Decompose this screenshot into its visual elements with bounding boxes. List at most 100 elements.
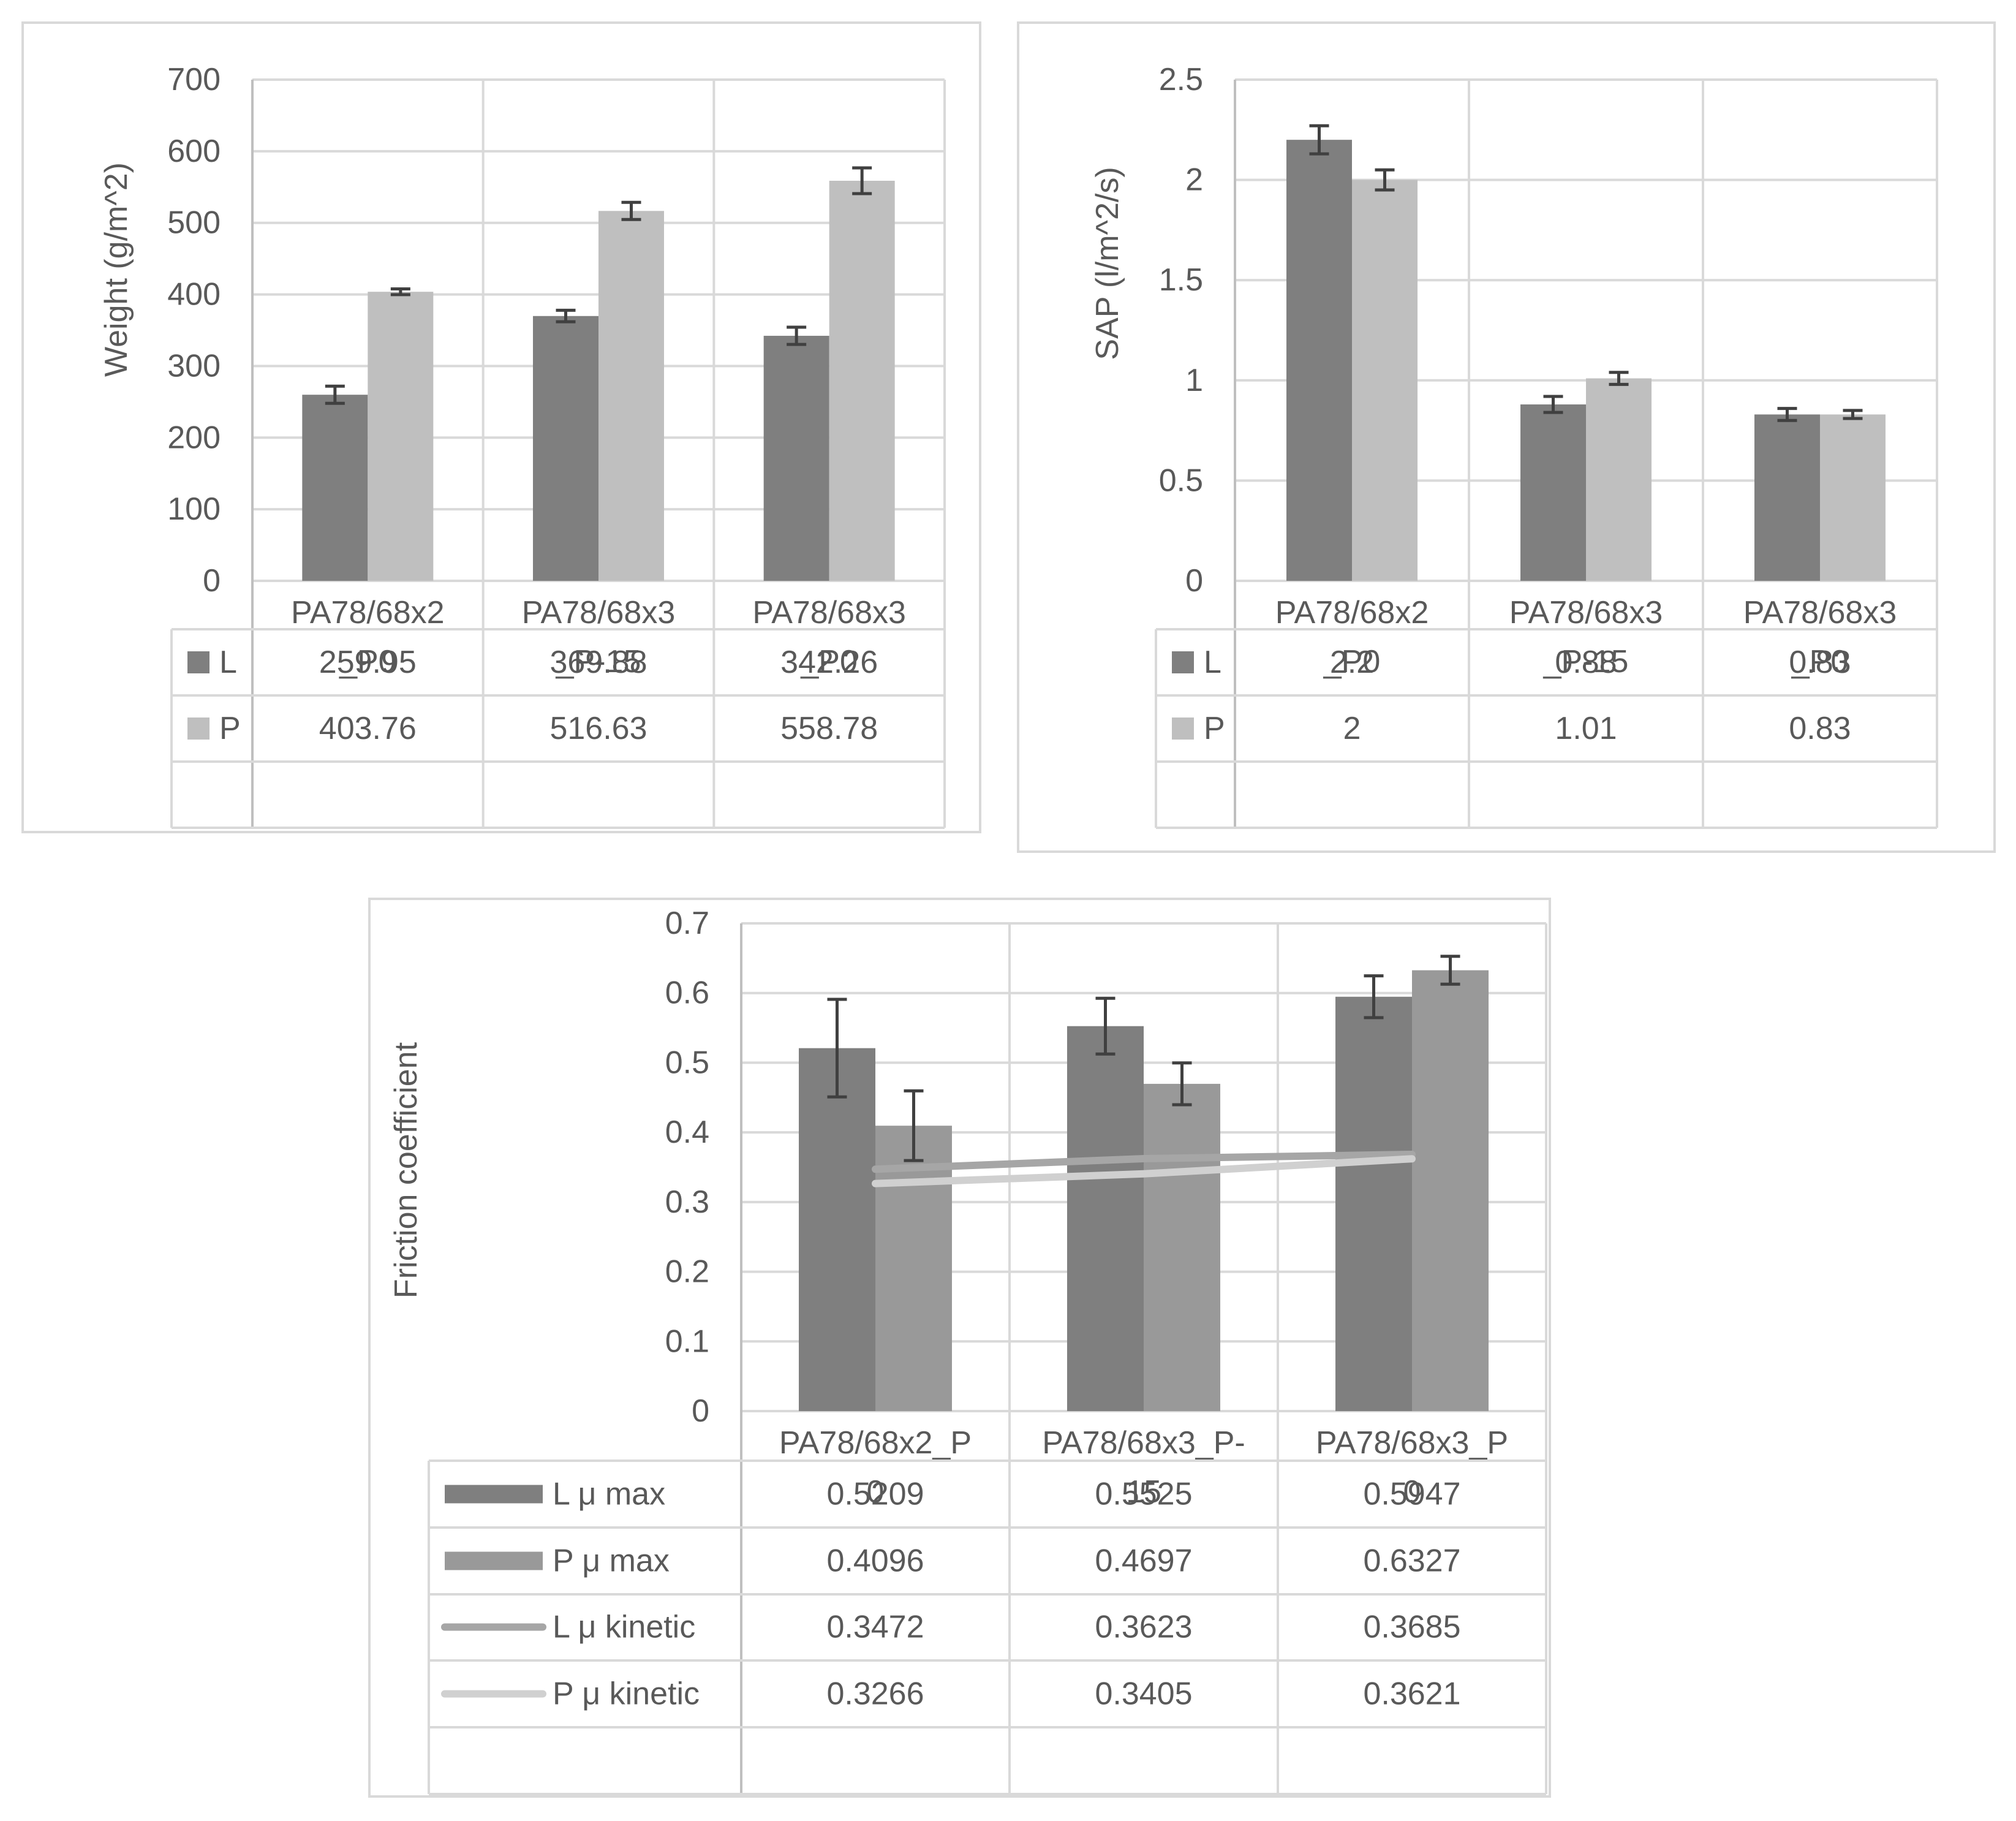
category-label: PA78/68x3 [1743,595,1897,630]
table-value: 0.83 [1789,711,1851,746]
category-label: _P0 [1323,644,1381,680]
y-tick-label: 600 [167,134,221,169]
table-value: 2.2 [1330,645,1374,680]
legend-swatch [187,651,210,673]
table-value: 0.3405 [1095,1676,1192,1712]
y-axis-label: Friction coefficient [388,1042,424,1298]
table-value: 0.5525 [1095,1477,1192,1512]
y-tick-label: 0.3 [665,1184,709,1220]
category-label: 0 [867,1474,885,1510]
bar-l-max [1067,1026,1144,1411]
table-value: 0.88 [1555,645,1617,680]
table-value: 0.3685 [1363,1610,1460,1645]
y-tick-label: 0 [1185,563,1203,599]
bar-p [598,211,664,581]
bar-l [763,336,829,581]
bar-l [533,316,598,581]
bar-p-max [1412,970,1489,1411]
table-value: 0.83 [1789,645,1851,680]
table-value: 0.4096 [826,1543,924,1579]
chart-frame [368,898,1551,1798]
bar-l-max [799,1048,875,1411]
table-value: 558.78 [780,711,878,746]
y-tick-label: 1.5 [1159,262,1203,298]
table-value: 259.95 [319,645,417,680]
table-value: 0.3623 [1095,1610,1192,1645]
bar-p [829,181,895,581]
bar-l [1286,140,1352,581]
legend-swatch [1172,651,1194,673]
y-tick-label: 0.4 [665,1115,709,1150]
bar-l-max [1335,996,1412,1411]
y-tick-label: 700 [167,62,221,97]
y-tick-label: 0.5 [1159,463,1203,498]
y-tick-label: 2.5 [1159,62,1203,97]
y-tick-label: 0.1 [665,1323,709,1359]
table-value: 2 [1343,711,1361,746]
table-value: 369.88 [549,645,647,680]
y-tick-label: 500 [167,205,221,241]
y-tick-label: 0.5 [665,1045,709,1080]
table-value: 403.76 [319,711,417,746]
legend-swatch [445,1551,543,1570]
category-label: PA78/68x3_P- [1042,1425,1245,1461]
category-label: _P-15 [556,644,641,680]
category-label: PA78/68x2 [1275,595,1429,630]
table-value: 0.6327 [1363,1543,1460,1579]
category-label: _P-15 [1543,644,1629,680]
table-value: 0.5947 [1363,1477,1460,1512]
category-label: PA78/68x3 [1509,595,1663,630]
table-value: 0.3621 [1363,1676,1460,1712]
y-tick-label: 0 [203,563,221,599]
legend-swatch [187,717,210,740]
table-value: 0.3472 [826,1610,924,1645]
legend-label: L μ kinetic [553,1610,695,1645]
bar-l [1754,414,1820,581]
y-tick-label: 0 [692,1393,709,1429]
table-value: 1.01 [1555,711,1617,746]
legend-label: L μ max [553,1477,665,1512]
y-tick-label: 1 [1185,363,1203,398]
legend-label: P μ max [553,1543,670,1579]
y-tick-label: 400 [167,277,221,312]
bar-p [1586,378,1652,581]
y-tick-label: 200 [167,420,221,455]
series-line-p-kinetic [872,1155,1416,1187]
table-value: 0.4697 [1095,1543,1192,1579]
legend-label: L [1204,645,1221,680]
legend-label: P [219,711,241,746]
y-tick-label: 300 [167,348,221,384]
table-value: 342.26 [780,645,878,680]
bar-p-max [875,1126,952,1411]
bar-p [1820,414,1886,581]
category-label: 15 [1126,1474,1161,1510]
legend-swatch [1172,717,1194,740]
bar-l [302,395,368,581]
y-tick-label: 0.6 [665,975,709,1011]
category-label: PA78/68x3 [752,595,906,630]
chart-frame [1017,21,1996,853]
category-label: PA78/68x3_P [1316,1425,1508,1461]
legend-swatch [445,1485,543,1504]
y-tick-label: 100 [167,491,221,527]
bar-p [1352,180,1418,581]
category-label: PA78/68x2 [291,595,445,630]
table-value: 0.5209 [826,1477,924,1512]
category-label: _P0 [800,644,858,680]
category-label: _P0 [1791,644,1849,680]
y-tick-label: 0.2 [665,1254,709,1290]
category-label: _P0 [339,644,396,680]
category-label: 0 [1403,1474,1421,1510]
table-value: 516.63 [549,711,647,746]
legend-label: L [219,645,237,680]
y-axis-label: SAP (l/m^2/s) [1090,167,1125,360]
chart-frame [21,21,981,833]
bar-p-max [1144,1083,1220,1411]
series-line-l-kinetic [872,1151,1416,1173]
legend-label: P μ kinetic [553,1676,700,1712]
category-label: PA78/68x3 [522,595,676,630]
legend-label: P [1204,711,1225,746]
